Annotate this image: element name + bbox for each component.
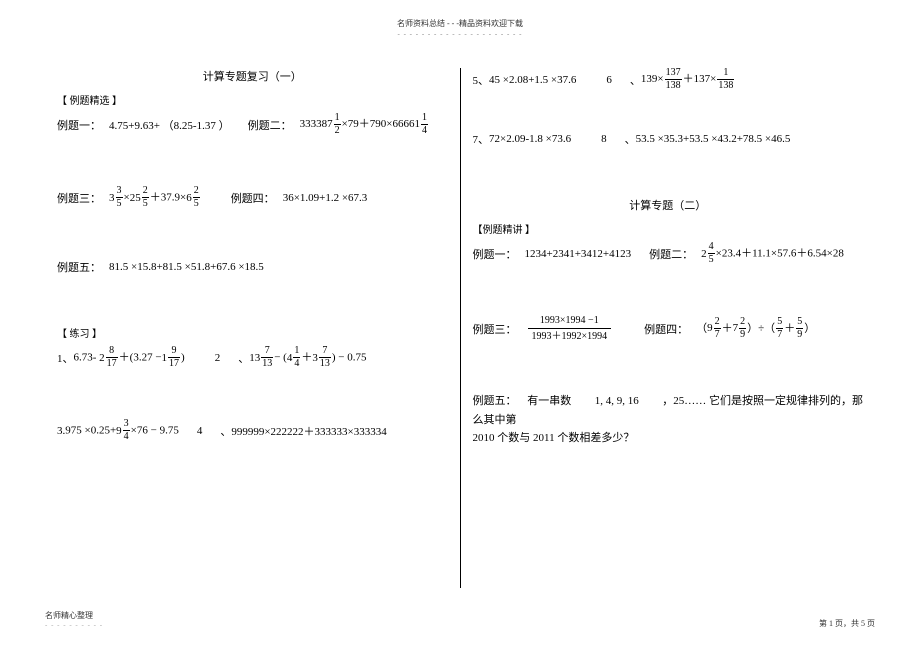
ex5-expr: 81.5 ×15.8+81.5 ×51.8+67.6 ×18.5 <box>109 261 264 273</box>
header-text: 名师资料总结 - - -精品资料欢迎下载 <box>397 19 523 28</box>
practice-row-1-2: 1、 6.73- 2817＋(3.27 −1917) 2 、 13713− (4… <box>57 346 448 369</box>
section-examples2: 【例题精讲 】 <box>473 221 864 236</box>
e3-frac: 1993×1994 −1 1993＋1992×1994 <box>528 315 612 342</box>
ex1-expr: 4.75+9.63+ （8.25-1.37 ） <box>109 117 230 133</box>
r8-sep: 、 <box>625 131 636 147</box>
e4-label: 例题四： <box>644 321 688 337</box>
e-row-3-4: 例题三： 1993×1994 −1 1993＋1992×1994 例题四： （9… <box>473 315 864 342</box>
practice-row-3-4: 3. 975 ×0.25+934×76 − 9.75 4 、 999999×22… <box>57 419 448 442</box>
e4-expr: （927＋729）÷（57＋59） <box>696 317 815 340</box>
ex2-label: 例题二： <box>248 117 292 133</box>
example-row-5: 例题五： 81.5 ×15.8+81.5 ×51.8+67.6 ×18.5 <box>57 259 448 275</box>
e5-t2: 1, 4, 9, 16 <box>595 395 639 407</box>
e3-label: 例题三： <box>473 321 517 337</box>
r8-expr: 53.5 ×35.3+53.5 ×43.2+78.5 ×46.5 <box>636 133 791 145</box>
example-row-3-4: 例题三： 335×2525＋37.9×625 例题四： 36×1.09+1.2 … <box>57 186 448 209</box>
r-row-5-6: 5、 45 ×2.08+1.5 ×37.6 6 、 139×137138＋137… <box>473 68 864 91</box>
r6-num: 6 <box>606 74 612 86</box>
ex4-label: 例题四： <box>231 190 275 206</box>
ex1-label: 例题一： <box>57 117 101 133</box>
footer-left-text: 名师精心整理 <box>45 611 93 620</box>
r7-label: 7、 <box>473 131 490 147</box>
ex4-expr: 36×1.09+1.2 ×67.3 <box>283 192 368 204</box>
p4-expr: 999999×222222＋333333×333334 <box>231 423 386 439</box>
content-columns: 计算专题复习（一） 【 例题精选 】 例题一： 4.75+9.63+ （8.25… <box>45 68 875 588</box>
right-title2: 计算专题（二） <box>473 197 864 213</box>
footer-right: 第 1 页，共 5 页 <box>819 618 875 629</box>
p3-label: 3. <box>57 425 65 437</box>
r-row-7-8: 7、 72×2.09-1.8 ×73.6 8 、 53.5 ×35.3+53.5… <box>473 131 864 147</box>
footer-dots: - - - - - - - - - - <box>45 621 103 629</box>
r6-expr: 139×137138＋137×1138 <box>641 68 735 91</box>
left-column: 计算专题复习（一） 【 例题精选 】 例题一： 4.75+9.63+ （8.25… <box>45 68 460 588</box>
p1-label: 1、 <box>57 350 74 366</box>
page-header: 名师资料总结 - - -精品资料欢迎下载 - - - - - - - - - -… <box>0 0 920 38</box>
e1-expr: 1234+2341+3412+4123 <box>525 248 632 260</box>
ex5-label: 例题五： <box>57 259 101 275</box>
header-dots: - - - - - - - - - - - - - - - - - - - - … <box>398 30 523 38</box>
footer-right-text: 第 1 页，共 5 页 <box>819 619 875 628</box>
e-row-1-2: 例题一： 1234+2341+3412+4123 例题二： 245×23.4＋1… <box>473 242 864 265</box>
p3-expr: 975 ×0.25+934×76 − 9.75 <box>65 419 179 442</box>
section-examples: 【 例题精选 】 <box>57 92 448 107</box>
right-column: 5、 45 ×2.08+1.5 ×37.6 6 、 139×137138＋137… <box>461 68 876 588</box>
r6-sep: 、 <box>630 72 641 88</box>
e2-label: 例题二： <box>649 246 693 262</box>
p2-sep: 、 <box>238 350 249 366</box>
ex2-part1: 33338712×79＋790×6666114 <box>300 113 429 136</box>
e5-t4: 2010 个数与 2011 个数相差多少？ <box>473 432 635 444</box>
footer-left: 名师精心整理 - - - - - - - - - - <box>45 610 103 629</box>
p4-sep: 、 <box>220 423 231 439</box>
e1-label: 例题一： <box>473 246 517 262</box>
p1-expr: 6.73- 2817＋(3.27 −1917) <box>74 346 185 369</box>
e2-expr: 245×23.4＋11.1×57.6＋6.54×28 <box>701 242 844 265</box>
r5-expr: 45 ×2.08+1.5 ×37.6 <box>489 74 576 86</box>
example-row-1-2: 例题一： 4.75+9.63+ （8.25-1.37 ） 例题二： 333387… <box>57 113 448 136</box>
section-practice: 【 练习 】 <box>57 325 448 340</box>
ex3-expr: 335×2525＋37.9×625 <box>109 186 201 209</box>
r7-expr: 72×2.09-1.8 ×73.6 <box>489 133 571 145</box>
p4-num: 4 <box>197 425 203 437</box>
p2-num: 2 <box>215 352 221 364</box>
r8-num: 8 <box>601 133 607 145</box>
p2-expr: 13713− (414＋3713) − 0.75 <box>249 346 366 369</box>
left-title: 计算专题复习（一） <box>57 68 448 84</box>
e5-block: 例题五： 有一串数 1, 4, 9, 16 ，25…… 它们是按照一定规律排列的… <box>473 392 864 448</box>
ex3-label: 例题三： <box>57 190 101 206</box>
e5-label: 例题五： <box>473 395 517 407</box>
r5-label: 5、 <box>473 72 490 88</box>
e5-t1: 有一串数 <box>527 395 571 407</box>
